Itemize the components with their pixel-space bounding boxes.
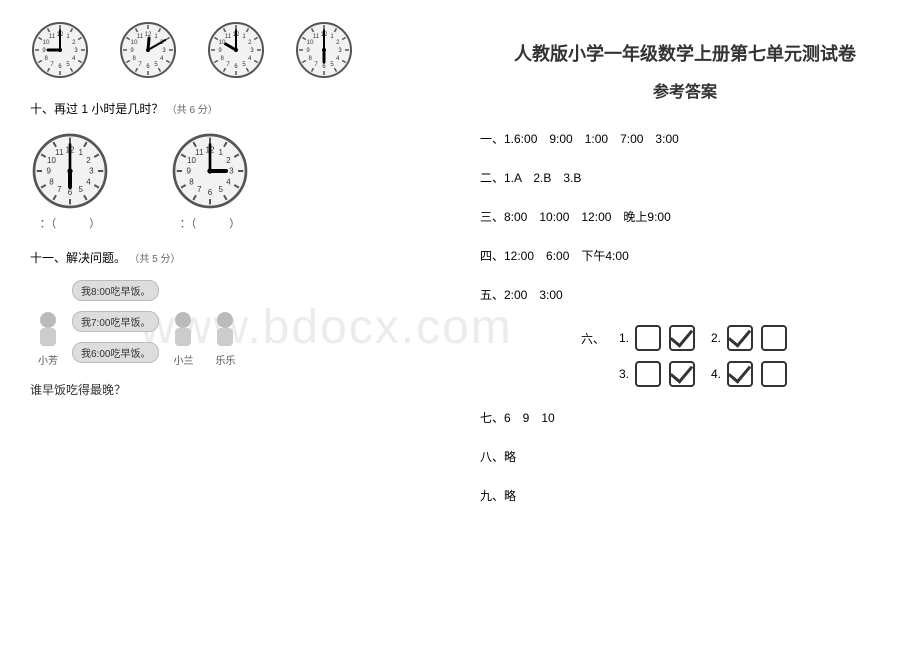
svg-text:9: 9 <box>46 167 51 176</box>
q10-item-2: 123456789101112 ：（ ） <box>170 131 250 231</box>
answers-title: 人教版小学一年级数学上册第七单元测试卷 <box>480 40 890 66</box>
pair-num: 4. <box>711 367 721 381</box>
svg-text:6: 6 <box>68 188 73 197</box>
pair-num: 3. <box>619 367 629 381</box>
svg-text:10: 10 <box>47 156 56 165</box>
svg-text:3: 3 <box>229 167 234 176</box>
kid-icon <box>30 308 66 352</box>
clock-4: 123456789101112 <box>294 20 354 80</box>
kid-xiaofang: 小芳 <box>30 308 66 367</box>
kid-icon <box>207 308 243 352</box>
svg-text:11: 11 <box>313 34 320 40</box>
svg-text:10: 10 <box>307 40 314 46</box>
q10-label-2: ：（ ） <box>180 215 241 231</box>
svg-text:6: 6 <box>208 188 213 197</box>
right-column: 人教版小学一年级数学上册第七单元测试卷 参考答案 一、1.6:00 9:00 1… <box>460 0 920 651</box>
answers-subtitle: 参考答案 <box>480 78 890 102</box>
svg-text:8: 8 <box>49 177 54 186</box>
svg-text:10: 10 <box>187 156 196 165</box>
svg-text:11: 11 <box>195 148 204 157</box>
answer-6-row-1: 六、 1. 2. <box>581 325 789 351</box>
answer-6-pair-4: 4. <box>711 361 789 387</box>
svg-text:1: 1 <box>78 148 83 157</box>
pair-num: 1. <box>619 331 629 345</box>
svg-text:10: 10 <box>43 40 50 46</box>
svg-text:2: 2 <box>86 156 91 165</box>
answer-1: 一、1.6:00 9:00 1:00 7:00 3:00 <box>480 130 890 147</box>
q10-item-1: 123456789101112 ：（ ） <box>30 131 110 231</box>
svg-text:5: 5 <box>78 185 83 194</box>
answer-2: 二、1.A 2.B 3.B <box>480 169 890 186</box>
svg-text:11: 11 <box>225 34 232 40</box>
kid-label: 小兰 <box>173 352 193 367</box>
answer-6-label: 六、 <box>581 330 605 347</box>
q11-title-text: 十一、解决问题。 <box>30 251 126 265</box>
q10-points: （共 6 分） <box>167 105 218 116</box>
answer-5: 五、2:00 3:00 <box>480 286 890 303</box>
checkbox <box>635 325 661 351</box>
page: 123456789101112 123456789101112 12345678… <box>0 0 920 651</box>
bubble-2: 我7:00吃早饭。 <box>72 311 159 332</box>
svg-text:7: 7 <box>57 185 62 194</box>
clock-3: 123456789101112 <box>206 20 266 80</box>
svg-text:9: 9 <box>186 167 191 176</box>
q10-title-text: 十、再过 1 小时是几时？ <box>30 102 163 116</box>
bubble-group: 我8:00吃早饭。 我7:00吃早饭。 我6:00吃早饭。 <box>72 280 159 367</box>
svg-text:8: 8 <box>189 177 194 186</box>
svg-text:1: 1 <box>218 148 223 157</box>
kid-xiaolan: 小兰 <box>165 308 201 367</box>
checkbox <box>727 325 753 351</box>
q10-clock-2: 123456789101112 <box>170 131 250 211</box>
checkbox <box>727 361 753 387</box>
answer-6: 六、 1. 2. 六、 3. <box>480 325 890 387</box>
clock-2: 123456789101112 <box>118 20 178 80</box>
svg-text:2: 2 <box>226 156 231 165</box>
checkbox <box>669 325 695 351</box>
q11-scene: 小芳 我8:00吃早饭。 我7:00吃早饭。 我6:00吃早饭。 小兰 乐乐 <box>30 280 440 367</box>
checkbox <box>761 361 787 387</box>
answer-3: 三、8:00 10:00 12:00 晚上9:00 <box>480 208 890 225</box>
pair-num: 2. <box>711 331 721 345</box>
q11-points: （共 5 分） <box>129 254 180 265</box>
svg-text:4: 4 <box>226 177 231 186</box>
kid-icon <box>165 308 201 352</box>
svg-text:11: 11 <box>49 34 56 40</box>
kid-label: 乐乐 <box>215 352 235 367</box>
left-column: 123456789101112 123456789101112 12345678… <box>0 0 460 651</box>
q10-clock-1: 123456789101112 <box>30 131 110 211</box>
answer-6-pair-1: 1. <box>619 325 697 351</box>
svg-text:7: 7 <box>197 185 202 194</box>
answer-6-pair-3: 3. <box>619 361 697 387</box>
q11-title: 十一、解决问题。 （共 5 分） <box>30 249 440 266</box>
answer-6-pair-2: 2. <box>711 325 789 351</box>
answer-6-row-2: 六、 3. 4. <box>581 361 789 387</box>
svg-text:4: 4 <box>86 177 91 186</box>
bubble-1: 我8:00吃早饭。 <box>72 280 159 301</box>
bubble-3: 我6:00吃早饭。 <box>72 342 159 363</box>
kid-label: 小芳 <box>38 352 58 367</box>
svg-text:11: 11 <box>55 148 64 157</box>
q10-row: 123456789101112 ：（ ） 123456789101112 ：（ … <box>30 131 440 231</box>
answer-9: 九、略 <box>480 487 890 504</box>
answer-4: 四、12:00 6:00 下午4:00 <box>480 247 890 264</box>
checkbox <box>761 325 787 351</box>
top-clock-row: 123456789101112 123456789101112 12345678… <box>30 20 440 80</box>
kid-lele: 乐乐 <box>207 308 243 367</box>
q11-question: 谁早饭吃得最晚？ <box>30 381 440 398</box>
q10-title: 十、再过 1 小时是几时？ （共 6 分） <box>30 100 440 117</box>
q10-label-1: ：（ ） <box>40 215 101 231</box>
svg-text:5: 5 <box>218 185 223 194</box>
answer-8: 八、略 <box>480 448 890 465</box>
checkbox <box>669 361 695 387</box>
answer-7: 七、6 9 10 <box>480 409 890 426</box>
svg-text:3: 3 <box>89 167 94 176</box>
checkbox <box>635 361 661 387</box>
svg-text:11: 11 <box>137 34 144 40</box>
clock-1: 123456789101112 <box>30 20 90 80</box>
svg-text:10: 10 <box>131 40 138 46</box>
